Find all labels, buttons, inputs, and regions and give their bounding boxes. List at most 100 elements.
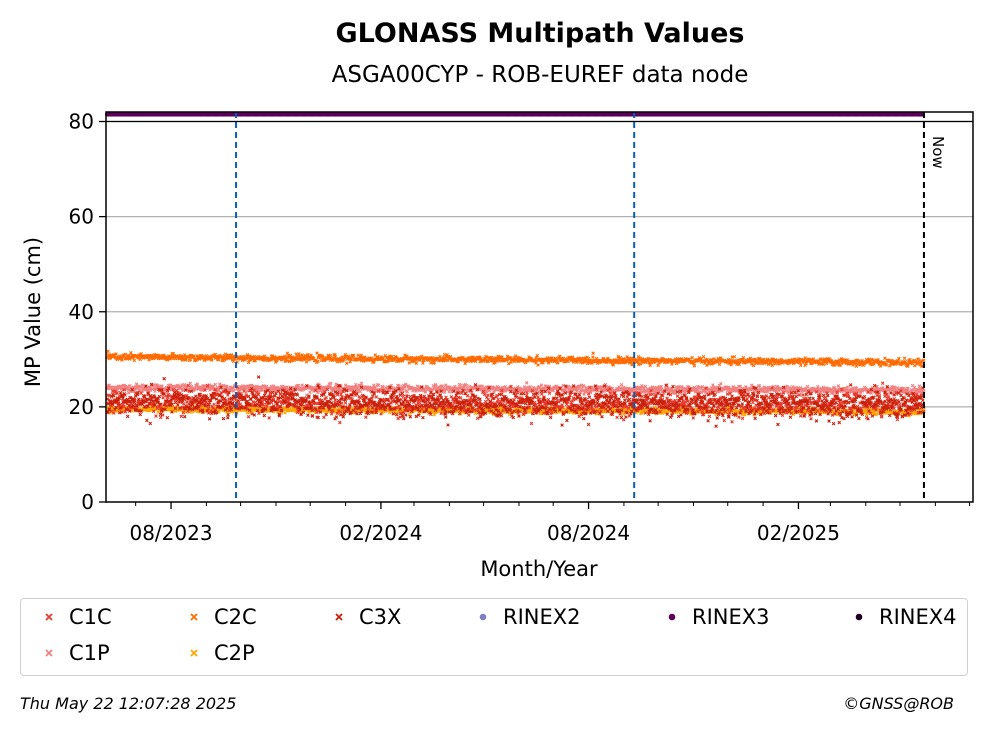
data-point — [583, 390, 587, 394]
data-point — [125, 414, 130, 419]
data-point — [217, 388, 221, 393]
data-point — [743, 413, 747, 417]
data-point — [286, 396, 291, 400]
data-point — [582, 392, 586, 397]
data-point — [800, 393, 805, 397]
data-point — [132, 389, 137, 393]
data-point — [341, 415, 346, 419]
data-point — [324, 412, 328, 417]
data-point — [619, 382, 624, 387]
data-point — [162, 376, 166, 381]
data-point — [836, 384, 841, 388]
data-point — [195, 382, 200, 386]
data-point — [615, 415, 619, 420]
data-point — [338, 420, 342, 425]
data-point — [374, 395, 379, 399]
data-point — [692, 385, 697, 390]
data-point — [182, 414, 187, 419]
data-point — [300, 383, 305, 387]
data-point — [897, 402, 902, 407]
data-point — [730, 420, 734, 424]
data-point — [475, 416, 480, 421]
data-point — [650, 392, 655, 397]
data-point — [194, 394, 198, 399]
data-point — [798, 414, 803, 418]
data-point — [373, 386, 378, 390]
data-point — [234, 398, 238, 403]
data-point — [226, 415, 230, 420]
data-point — [221, 416, 226, 421]
data-point — [262, 413, 267, 418]
data-point — [322, 415, 326, 420]
data-point — [295, 383, 300, 388]
data-point — [138, 412, 143, 417]
data-point — [845, 385, 850, 389]
data-point — [354, 382, 358, 387]
data-point — [449, 390, 454, 394]
data-point — [480, 384, 485, 388]
data-point — [218, 382, 222, 386]
data-point — [358, 389, 362, 394]
data-point — [246, 414, 251, 419]
data-point — [740, 416, 745, 421]
data-point — [328, 381, 333, 386]
series-C3X — [105, 375, 926, 428]
chart-title: GLONASS Multipath Values — [335, 18, 744, 49]
data-point — [401, 394, 406, 399]
data-point — [737, 415, 741, 419]
data-point — [433, 383, 438, 388]
data-point — [711, 383, 715, 387]
data-point — [443, 415, 448, 419]
data-point — [403, 413, 408, 417]
data-point — [775, 395, 780, 399]
data-point — [561, 383, 566, 388]
data-point — [643, 384, 648, 389]
data-point — [880, 381, 885, 385]
data-point — [492, 390, 496, 394]
data-point — [575, 388, 579, 393]
data-point — [154, 414, 158, 418]
data-point — [165, 415, 170, 420]
data-point — [128, 383, 132, 388]
data-point — [522, 385, 527, 389]
data-point — [421, 415, 425, 420]
data-point — [207, 417, 212, 421]
data-points — [104, 112, 926, 428]
data-point — [257, 411, 261, 416]
data-point — [403, 385, 407, 389]
data-point — [680, 384, 684, 389]
data-point — [381, 385, 386, 389]
data-point — [650, 385, 655, 389]
data-point — [535, 388, 540, 393]
data-point — [226, 412, 230, 417]
data-point — [236, 399, 241, 403]
data-point — [401, 416, 406, 421]
data-point — [332, 395, 336, 400]
data-point — [722, 418, 727, 423]
data-point — [212, 402, 216, 407]
data-point — [343, 383, 348, 387]
data-point — [376, 383, 381, 388]
chart-subtitle: ASGA00CYP - ROB-EUREF data node — [332, 62, 749, 88]
data-point — [670, 386, 674, 391]
data-point — [500, 385, 505, 390]
data-point — [343, 401, 348, 405]
data-point — [161, 395, 165, 400]
data-point — [527, 387, 532, 391]
data-point — [809, 416, 813, 421]
data-point — [745, 386, 749, 391]
data-point — [153, 389, 157, 394]
data-point — [719, 381, 723, 386]
data-point — [295, 393, 300, 397]
data-point — [423, 390, 428, 394]
data-point — [696, 384, 700, 389]
data-point — [359, 381, 364, 386]
data-point — [306, 413, 310, 417]
data-point — [192, 388, 196, 393]
data-point — [539, 383, 544, 387]
data-point — [333, 398, 338, 402]
data-point — [691, 416, 696, 420]
data-point — [529, 421, 534, 426]
data-point — [267, 416, 271, 420]
data-point — [231, 389, 236, 393]
